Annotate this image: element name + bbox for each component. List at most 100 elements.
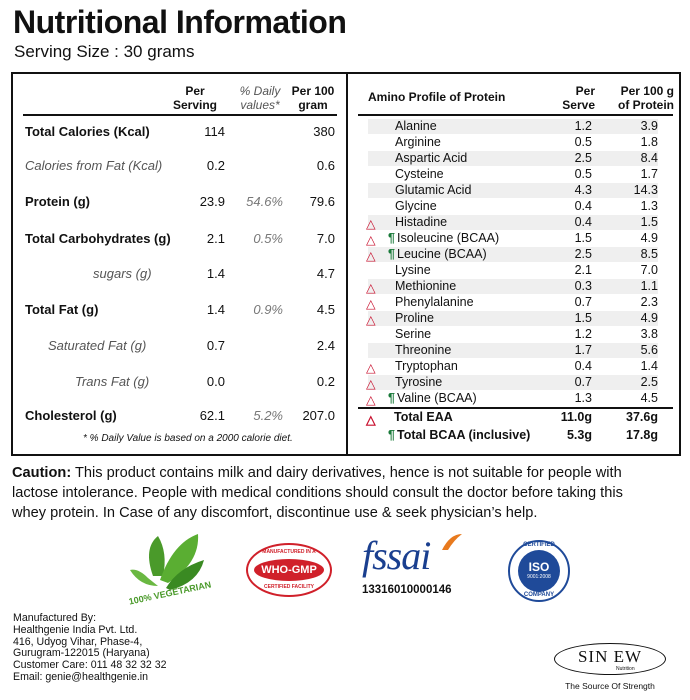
header-amino-per-serve: Per Serve [562,84,595,112]
nutrient-row: Total Calories (Kcal) 114 380 [13,124,346,154]
nutrient-row: Total Carbohydrates (g) 2.1 0.5% 7.0 [13,231,346,261]
nutrient-per-100: 4.7 [316,266,335,281]
mfg-line: 416, Udyog Vihar, Phase-4, [13,635,143,648]
header-amino-per-100: Per 100 g of Protein [618,84,674,112]
amino-name: Histadine [395,215,448,229]
nutrient-daily-value: 0.5% [253,231,283,246]
amino-per-serve: 1.3 [574,391,592,405]
amino-row: △ Tryptophan 0.4 1.4 [348,358,681,375]
fssai-number: 13316010000146 [362,584,452,596]
eaa-marker-icon: △ [366,249,376,263]
amino-name: Tyrosine [395,375,443,389]
brand-sub: Nutrition [616,666,635,672]
nutrient-per-serving: 0.2 [206,158,225,173]
amino-total-row: ¶ Total BCAA (inclusive) 5.3g 17.8g [348,428,681,446]
amino-name: Proline [395,311,434,325]
bcaa-marker-icon: ¶ [388,428,395,442]
nutrient-per-serving: 1.4 [206,302,225,317]
nutrient-label: Total Calories (Kcal) [25,124,150,139]
caution-line: lactose intolerance. People with medical… [12,485,623,501]
amino-per-100: 7.0 [640,263,658,277]
amino-per-serve: 0.4 [574,199,592,213]
mfg-line: Manufactured By: [13,612,97,624]
amino-row: △ ¶ Leucine (BCAA) 2.5 8.5 [348,246,681,263]
amino-row: △ Histadine 0.4 1.5 [348,214,681,231]
amino-per-serve: 0.5 [574,167,592,181]
nutrient-label: Calories from Fat (Kcal) [25,158,163,173]
bcaa-marker-icon: ¶ [388,391,395,405]
amino-name: Valine (BCAA) [397,391,477,405]
fssai-logo: fssai 13316010000146 [360,532,470,602]
amino-per-serve: 0.7 [574,375,592,389]
eaa-marker-icon: △ [366,297,376,311]
serving-size: Serving Size : 30 grams [14,42,195,61]
amino-per-100: 8.5 [640,247,658,261]
amino-per-100: 1.4 [640,359,658,373]
amino-row: △ Tyrosine 0.7 2.5 [348,374,681,391]
amino-name: Lysine [395,263,431,277]
daily-value-footnote: * % Daily Value is based on a 2000 calor… [83,433,293,444]
amino-row: Aspartic Acid 2.5 8.4 [348,150,681,166]
nutrition-panel: Per Serving % Daily values* Per 100 gram To… [11,72,681,456]
caution-line: This product contains milk and dairy der… [71,465,622,481]
nutrient-daily-value: 5.2% [253,408,283,423]
amino-per-100: 1.8 [640,135,658,149]
caution-text: Caution: This product contains milk and … [12,463,682,523]
amino-per-100: 2.3 [640,295,658,309]
amino-row: Lysine 2.1 7.0 [348,262,681,278]
page-title: Nutritional Information [13,4,347,40]
nutrient-label: Trans Fat (g) [75,374,150,389]
vegetarian-logo: 100% VEGETARIAN [118,528,218,608]
amino-row: Cysteine 0.5 1.7 [348,166,681,182]
eaa-marker-icon: △ [366,233,376,247]
eaa-marker-icon: △ [366,413,376,427]
amino-row: Serine 1.2 3.8 [348,326,681,342]
who-bottom-text: CERTIFIED FACILITY [264,584,314,590]
who-gmp-logo: MANUFACTURED IN A WHO-GMP CERTIFIED FACI… [246,543,332,597]
nutrient-row: Total Fat (g) 1.4 0.9% 4.5 [13,302,346,332]
amino-per-serve: 0.4 [574,215,592,229]
nutrient-per-100: 207.0 [302,408,335,423]
amino-name: Arginine [395,135,441,149]
nutrient-per-100: 0.2 [316,374,335,389]
totals-rule [358,407,673,409]
amino-per-serve: 4.3 [574,183,592,197]
nutrient-per-serving: 62.1 [199,408,225,423]
amino-row: △ ¶ Isoleucine (BCAA) 1.5 4.9 [348,230,681,247]
nutrient-per-serving: 0.7 [206,338,225,353]
who-gmp-text: WHO-GMP [254,559,324,581]
fssai-text: fssai [362,533,431,578]
eaa-marker-icon: △ [366,377,376,391]
amino-per-serve: 2.5 [574,151,592,165]
nutrient-per-100: 4.5 [316,302,335,317]
header-daily-values: % Daily values* [239,84,281,112]
amino-per-serve: 0.5 [574,135,592,149]
amino-per-serve: 2.5 [574,247,592,261]
total-label: Total BCAA (inclusive) [397,428,531,442]
nutrient-label: sugars (g) [93,266,152,281]
iso-logo: CERTIFIED ISO 9001:2008 COMPANY [508,540,570,602]
leaf-icon [130,534,204,590]
amino-name: Aspartic Acid [395,151,468,165]
iso-bottom-text: COMPANY [523,592,555,598]
amino-row: Arginine 0.5 1.8 [348,134,681,150]
amino-per-serve: 0.4 [574,359,592,373]
nutrient-per-100: 79.6 [309,194,335,209]
amino-per-serve: 1.2 [574,119,592,133]
amino-per-serve: 0.7 [574,295,592,309]
brand-name: SIN EW [577,647,643,666]
eaa-marker-icon: △ [366,217,376,231]
who-top-text: MANUFACTURED IN A [262,549,316,555]
amino-name: Leucine (BCAA) [397,247,487,261]
amino-per-serve: 0.3 [574,279,592,293]
nutrient-label: Protein (g) [25,194,90,209]
brand-tagline: The Source Of Strength [565,681,655,691]
mfg-line: Gurugram-122015 (Haryana) [13,647,150,660]
amino-row: △ ¶ Valine (BCAA) 1.3 4.5 [348,390,681,407]
bcaa-marker-icon: ¶ [388,231,395,245]
nutrient-label: Total Carbohydrates (g) [25,231,171,246]
amino-per-serve: 1.2 [574,327,592,341]
header-amino-profile: Amino Profile of Protein [368,90,506,104]
amino-row: △ Phenylalanine 0.7 2.3 [348,294,681,311]
amino-total-row: △ Total EAA 11.0g 37.6g [348,410,681,428]
